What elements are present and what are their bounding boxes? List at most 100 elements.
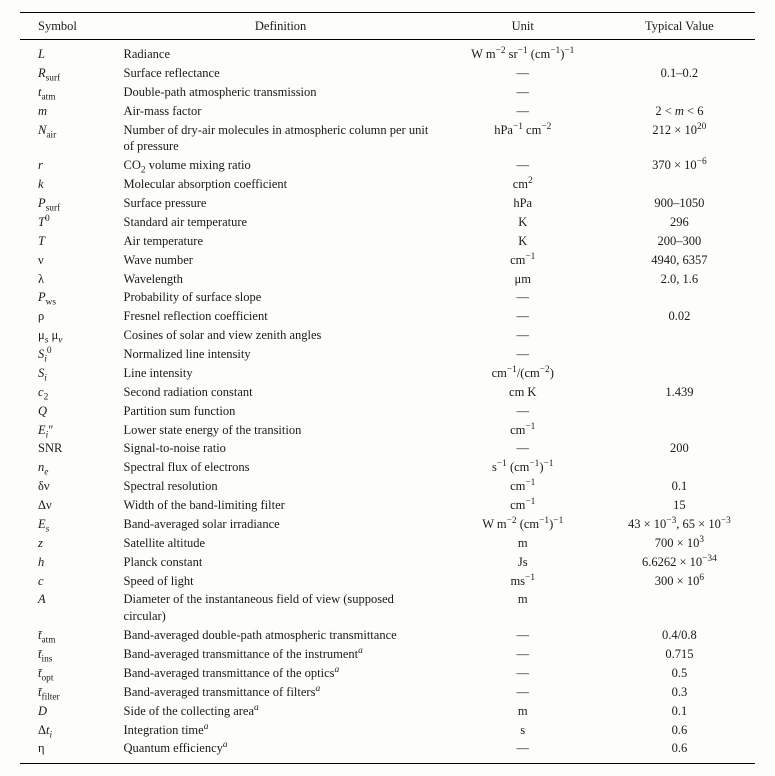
table-row: SiLine intensitycm−1/(cm−2) [20,364,755,383]
cell-value: 0.1–0.2 [604,64,755,83]
cell-symbol: t̄filter [20,683,120,702]
cell-definition: Signal-to-noise ratio [120,439,442,458]
table-row: ΔtiIntegration timeas0.6 [20,721,755,740]
cell-symbol: r [20,156,120,175]
table-row: ADiameter of the instantaneous field of … [20,590,755,626]
table-row: NairNumber of dry-air molecules in atmos… [20,121,755,157]
cell-value: 0.4/0.8 [604,626,755,645]
cell-definition: Second radiation constant [120,383,442,402]
cell-symbol: Rsurf [20,64,120,83]
cell-value: 0.715 [604,645,755,664]
cell-definition: Standard air temperature [120,213,442,232]
header-row: Symbol Definition Unit Typical Value [20,13,755,40]
cell-unit: — [442,326,604,345]
cell-definition: Normalized line intensity [120,345,442,364]
cell-value [604,402,755,421]
cell-symbol: D [20,702,120,721]
table-row: neSpectral flux of electronss−1 (cm−1)−1 [20,458,755,477]
cell-definition: Surface pressure [120,194,442,213]
cell-unit: cm−1 [442,251,604,270]
cell-unit: s [442,721,604,740]
cell-value [604,590,755,626]
cell-unit: W m−2 sr−1 (cm−1)−1 [442,40,604,64]
cell-symbol: η [20,739,120,763]
cell-unit: — [442,739,604,763]
cell-definition: Band-averaged transmittance of the instr… [120,645,442,664]
cell-symbol: Psurf [20,194,120,213]
cell-unit: W m−2 (cm−1)−1 [442,515,604,534]
cell-value [604,83,755,102]
cell-value: 200–300 [604,232,755,251]
cell-value: 212 × 1020 [604,121,755,157]
cell-symbol: h [20,553,120,572]
table-row: Si0Normalized line intensity— [20,345,755,364]
table-row: t̄filterBand-averaged transmittance of f… [20,683,755,702]
cell-value [604,326,755,345]
cell-definition: CO2 volume mixing ratio [120,156,442,175]
cell-symbol: Si0 [20,345,120,364]
cell-value [604,175,755,194]
header-definition: Definition [120,13,442,40]
cell-symbol: m [20,102,120,121]
cell-definition: Wave number [120,251,442,270]
table-row: tatmDouble-path atmospheric transmission… [20,83,755,102]
cell-value: 0.1 [604,702,755,721]
cell-value: 1.439 [604,383,755,402]
table-row: δνSpectral resolutioncm−10.1 [20,477,755,496]
cell-value [604,40,755,64]
cell-value [604,345,755,364]
cell-unit: — [442,683,604,702]
cell-value: 370 × 10−6 [604,156,755,175]
cell-value: 0.3 [604,683,755,702]
cell-value: 0.02 [604,307,755,326]
cell-value: 900–1050 [604,194,755,213]
table-row: TAir temperatureK200–300 [20,232,755,251]
table-row: cSpeed of lightms−1300 × 106 [20,572,755,591]
symbols-table: Symbol Definition Unit Typical Value LRa… [20,12,755,764]
cell-unit: cm−1 [442,496,604,515]
table-row: ρFresnel reflection coefficient—0.02 [20,307,755,326]
table-row: νWave numbercm−14940, 6357 [20,251,755,270]
cell-value [604,458,755,477]
cell-definition: Line intensity [120,364,442,383]
cell-unit: — [442,626,604,645]
cell-unit: m [442,702,604,721]
table-row: SNRSignal-to-noise ratio—200 [20,439,755,458]
cell-symbol: A [20,590,120,626]
header-unit: Unit [442,13,604,40]
cell-value: 0.6 [604,721,755,740]
cell-symbol: Nair [20,121,120,157]
table-row: Ei″Lower state energy of the transitionc… [20,421,755,440]
cell-symbol: λ [20,270,120,289]
table-row: c2Second radiation constantcm K1.439 [20,383,755,402]
table-row: QPartition sum function— [20,402,755,421]
table-row: DSide of the collecting areaam0.1 [20,702,755,721]
cell-unit: — [442,102,604,121]
cell-definition: Lower state energy of the transition [120,421,442,440]
cell-unit: — [442,645,604,664]
table-row: LRadianceW m−2 sr−1 (cm−1)−1 [20,40,755,64]
cell-value: 296 [604,213,755,232]
table-row: PwsProbability of surface slope— [20,288,755,307]
table-row: mAir-mass factor—2 < m < 6 [20,102,755,121]
table-row: ηQuantum efficiencya—0.6 [20,739,755,763]
cell-symbol: tatm [20,83,120,102]
cell-unit: hPa [442,194,604,213]
cell-definition: Spectral flux of electrons [120,458,442,477]
cell-value [604,421,755,440]
cell-symbol: Si [20,364,120,383]
cell-definition: Radiance [120,40,442,64]
cell-definition: Diameter of the instantaneous field of v… [120,590,442,626]
cell-symbol: μs μv [20,326,120,345]
cell-definition: Satellite altitude [120,534,442,553]
cell-symbol: t̄atm [20,626,120,645]
cell-definition: Partition sum function [120,402,442,421]
cell-value: 15 [604,496,755,515]
cell-symbol: c2 [20,383,120,402]
cell-definition: Integration timea [120,721,442,740]
table-body: LRadianceW m−2 sr−1 (cm−1)−1Rsurf Surface… [20,40,755,764]
cell-value: 43 × 10−3, 65 × 10−3 [604,515,755,534]
cell-value: 2 < m < 6 [604,102,755,121]
cell-definition: Wavelength [120,270,442,289]
cell-symbol: ν [20,251,120,270]
